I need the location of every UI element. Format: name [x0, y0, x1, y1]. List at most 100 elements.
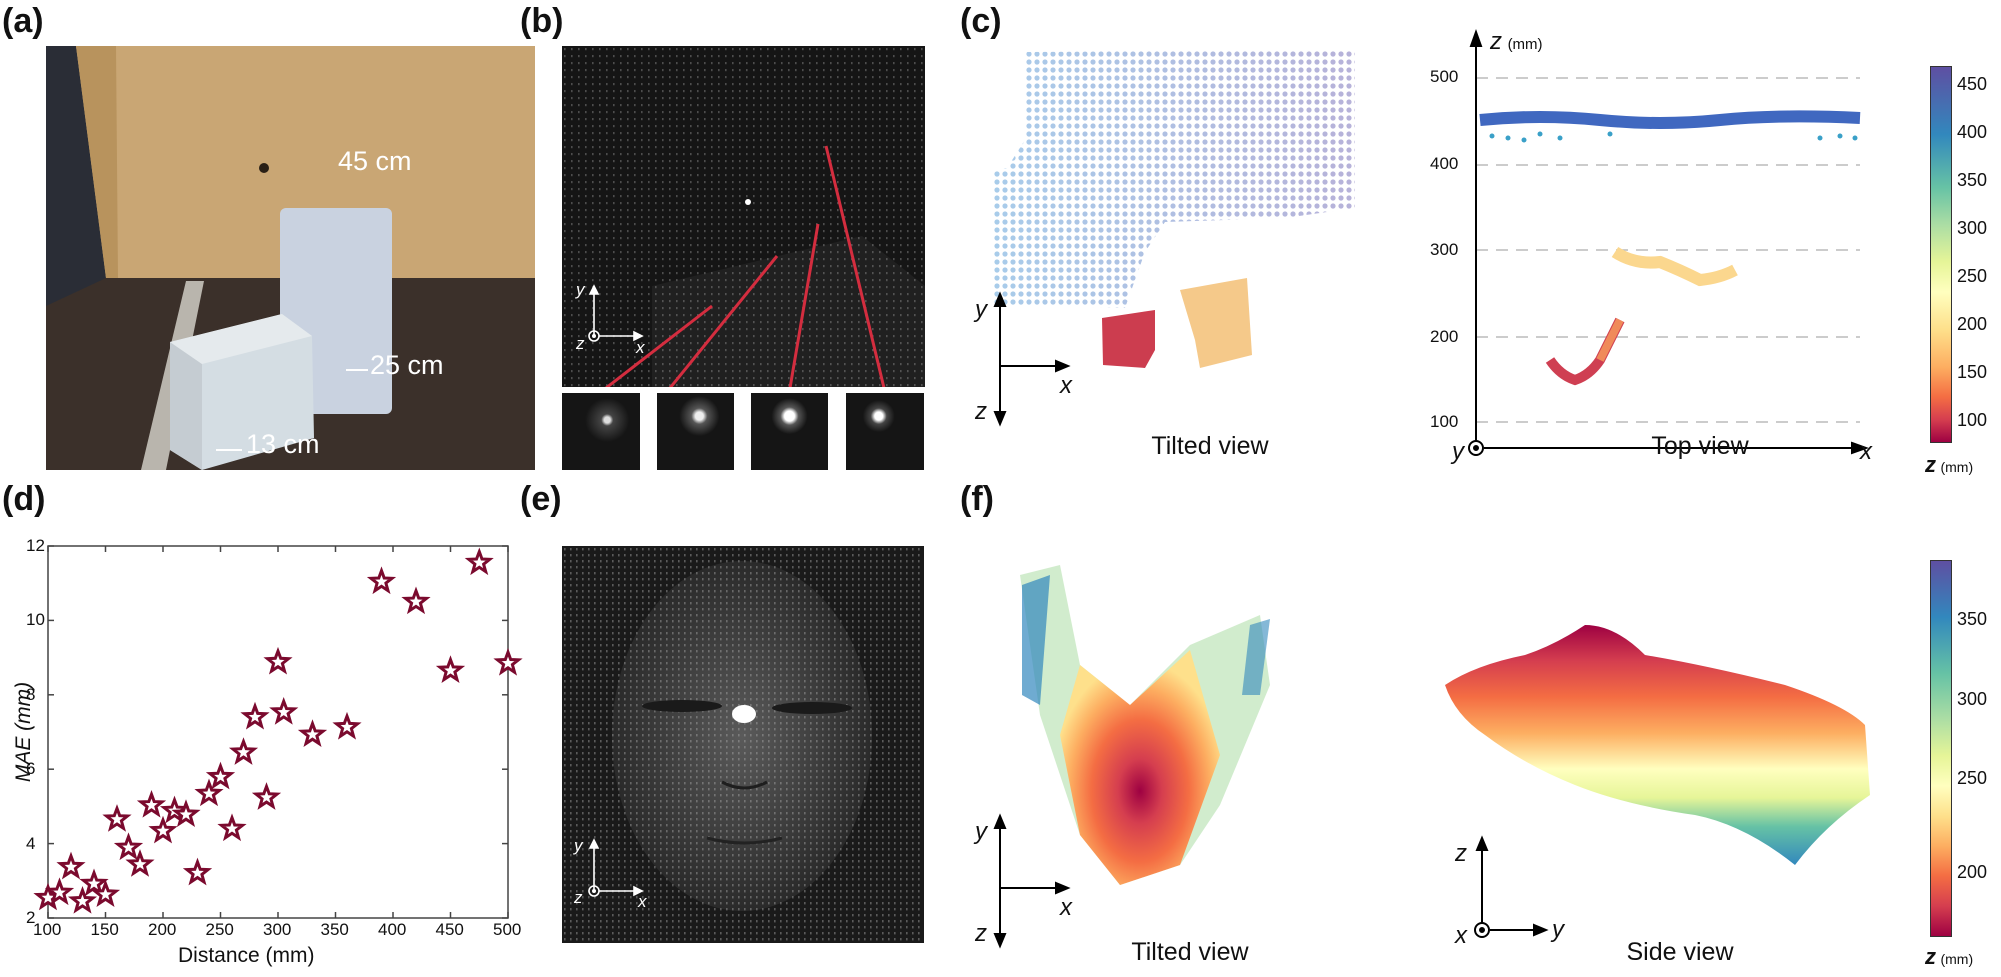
colorbar-c-tick-100: 100 [1957, 410, 1988, 430]
axis-label-z-e: z [574, 888, 583, 907]
star-marker [493, 647, 523, 676]
x-tick-label: 200 [148, 920, 177, 939]
star-marker [182, 857, 213, 886]
axis-label-x: x [636, 338, 645, 357]
star-marker [44, 877, 75, 906]
star-marker [366, 566, 397, 595]
speckle-inset-1 [562, 393, 640, 470]
star-marker [171, 799, 201, 827]
top-axis-x: x [1860, 438, 1872, 465]
panel-f-label: (f) [960, 480, 994, 518]
x-tick-label: 500 [493, 920, 522, 939]
data-points [33, 547, 523, 914]
tilted-axis-z-c: z [975, 398, 987, 425]
star-marker [401, 586, 431, 615]
colorbar-c-z: z [1925, 452, 1936, 477]
star-marker [269, 697, 299, 725]
mae-scatter-plot [33, 545, 523, 919]
x-tick-label: 350 [320, 920, 349, 939]
face-drawing [562, 546, 924, 943]
star-marker [56, 851, 86, 880]
star-marker [464, 547, 494, 576]
top-axis-z-unit: (mm) [1507, 36, 1543, 53]
side-axis-z: z [1455, 840, 1467, 867]
axis-label-z: z [576, 334, 585, 353]
side-axis-glyph [1474, 835, 1549, 938]
y-tick-label: 12 [26, 536, 45, 555]
star-marker [205, 761, 236, 790]
tilted-axis-y-f: y [975, 818, 987, 845]
star-marker [67, 886, 98, 914]
tilted-view-point-cloud-c [993, 50, 1355, 368]
dot-grid [562, 46, 925, 387]
star-marker [228, 737, 259, 765]
axis-label-y-e: y [574, 836, 583, 855]
colorbar-c-tick-400: 400 [1957, 122, 1988, 142]
colorbar-c-tick-450: 450 [1957, 74, 1988, 94]
annotation-45cm: 45 cm [338, 146, 412, 176]
x-tick-label: 100 [33, 920, 62, 939]
tilted-axis-glyph-f [993, 813, 1071, 949]
tilted-view-face-cloud [1020, 565, 1270, 885]
tilted-axis-x-f: x [1060, 894, 1072, 921]
star-marker [263, 646, 293, 675]
axis-label-y: y [576, 280, 585, 299]
axis-label-x-e: x [638, 892, 647, 911]
top-axis-z: z [1490, 28, 1502, 55]
speckle-inset-2 [657, 393, 734, 470]
colorbar-f-unit: (mm) [1940, 951, 1974, 967]
side-view-face-cloud [1445, 625, 1870, 865]
panel-b-label: (b) [520, 2, 564, 40]
top-tick-400: 400 [1430, 154, 1459, 173]
colorbar-f [1930, 560, 1952, 937]
x-tick-label: 450 [435, 920, 464, 939]
star-marker [297, 719, 328, 747]
colorbar-c-tick-350: 350 [1957, 170, 1988, 190]
colorbar-c-tick-200: 200 [1957, 314, 1988, 334]
panel-e-label: (e) [520, 480, 562, 518]
colorbar-f-tick-250: 250 [1957, 768, 1988, 788]
top-tick-500: 500 [1430, 67, 1459, 86]
star-marker [332, 711, 362, 740]
star-marker [194, 778, 224, 807]
star-marker [79, 868, 109, 897]
xyz-axis-glyph-e [588, 838, 644, 897]
colorbar-c-tick-150: 150 [1957, 362, 1988, 382]
colorbar-f-tick-200: 200 [1957, 862, 1988, 882]
y-tick-label: 2 [26, 908, 36, 927]
annotation-leader-lines [216, 369, 368, 451]
pointer-arrows [605, 145, 886, 387]
tilted-view-caption-c: Tilted view [1151, 432, 1269, 460]
scene-photo: 45 cm 25 cm 13 cm [46, 46, 535, 470]
top-axis-y: y [1452, 438, 1464, 465]
panel-a-label: (a) [2, 2, 44, 40]
side-axis-y: y [1552, 916, 1564, 943]
side-axis-x: x [1455, 922, 1467, 949]
face-pattern-image: y z x [562, 546, 924, 943]
tilted-axis-glyph-c [993, 291, 1071, 427]
speckle-inset-4 [846, 393, 924, 470]
x-tick-label: 250 [205, 920, 234, 939]
star-marker [125, 849, 155, 877]
x-tick-label: 400 [378, 920, 407, 939]
star-marker [435, 655, 466, 683]
star-marker [113, 832, 144, 861]
colorbar-c [1930, 66, 1952, 443]
tilted-axis-x-c: x [1060, 372, 1072, 399]
colorbar-f-label: z (mm) [1925, 944, 1973, 970]
y-axis-label: MAE (mm) [12, 681, 35, 783]
y-tick-label: 6 [26, 759, 36, 779]
scene-photo-drawing [46, 46, 535, 470]
speckle-pattern-image: y z x [562, 46, 925, 387]
y-tick-label: 10 [26, 610, 45, 630]
top-view-plot [1468, 29, 1869, 456]
x-tick-label: 300 [263, 920, 292, 939]
annotation-25cm: 25 cm [370, 350, 444, 380]
side-view-caption: Side view [1626, 938, 1734, 966]
star-marker [148, 815, 178, 844]
star-marker [240, 701, 270, 730]
top-view-caption: Top view [1651, 432, 1749, 460]
panel-c-label: (c) [960, 2, 1002, 40]
top-axis-z-label: z (mm) [1490, 28, 1543, 56]
colorbar-c-unit: (mm) [1940, 459, 1974, 475]
